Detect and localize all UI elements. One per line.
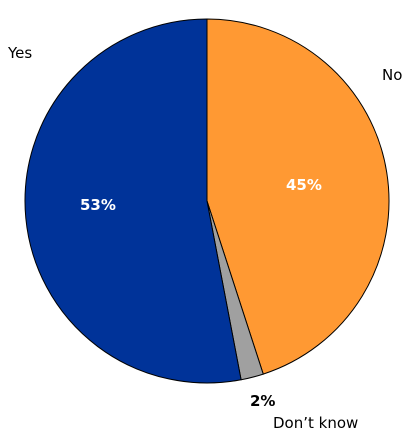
category-label-yes: Yes	[7, 44, 32, 62]
pie-slice-no	[206, 18, 390, 375]
category-label-dont-know: Don’t know	[273, 414, 358, 432]
pie-slices	[24, 18, 390, 384]
value-label-yes: 53%	[80, 196, 116, 214]
category-label-no: No	[382, 66, 402, 84]
value-label-dont-know: 2%	[250, 392, 275, 410]
pie-slice-yes	[24, 18, 242, 384]
value-label-no: 45%	[286, 176, 322, 194]
